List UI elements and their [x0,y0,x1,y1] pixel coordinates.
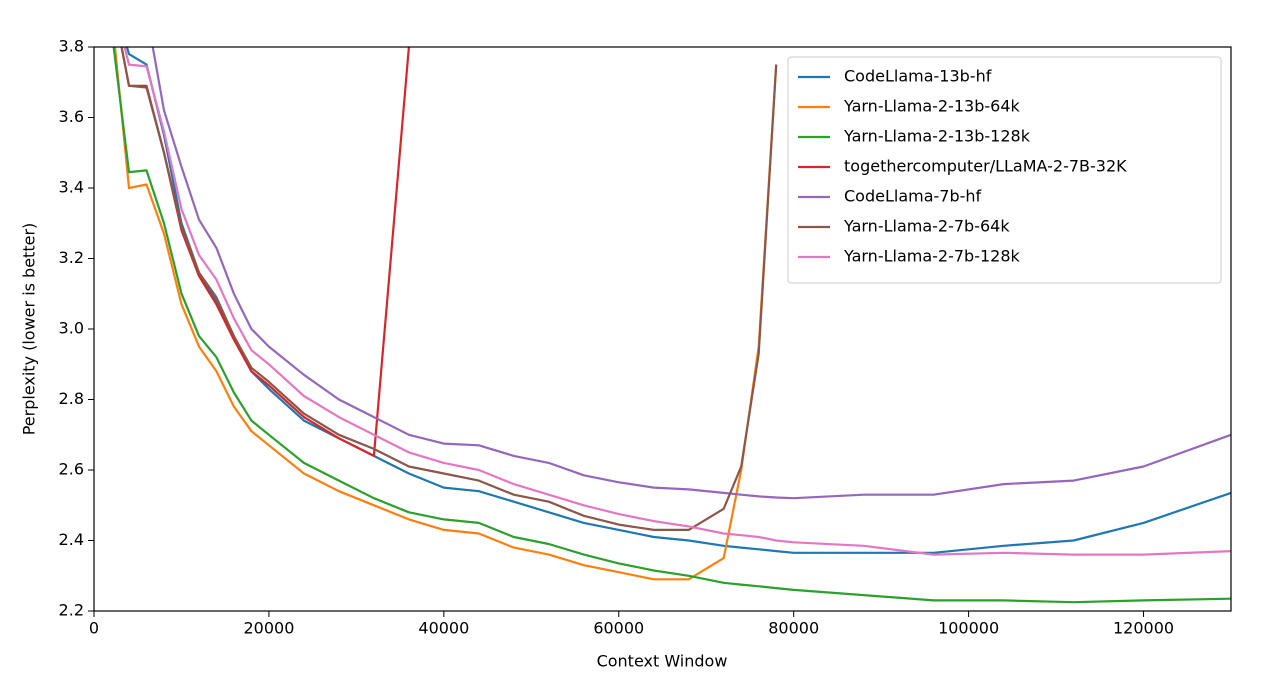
plot-area [112,47,1231,604]
y-tick-label: 3.2 [59,248,84,267]
y-axis-label: Perplexity (lower is better) [20,223,39,436]
x-tick-label: 60000 [593,619,644,638]
y-tick-label: 2.2 [59,601,84,620]
y-tick-label: 3.6 [59,107,84,126]
y-tick-label: 2.6 [59,460,84,479]
series-line [151,47,1231,500]
legend-label: Yarn-Llama-2-13b-128k [843,127,1031,146]
legend-label: Yarn-Llama-2-7b-128k [843,247,1021,266]
legend-label: CodeLlama-7b-hf [844,187,982,206]
x-tick-label: 100000 [938,619,999,638]
x-axis-label: Context Window [597,652,728,671]
x-tick-label: 0 [89,619,99,638]
x-tick-label: 120000 [1113,619,1174,638]
series-line [123,47,1231,556]
series-line [113,47,778,581]
legend-label: CodeLlama-13b-hf [844,67,992,86]
series-line [112,47,1231,604]
y-tick-label: 2.4 [59,530,84,549]
y-tick-label: 3.8 [59,37,84,56]
x-tick-label: 20000 [243,619,294,638]
y-tick-label: 3.0 [59,319,84,338]
legend: CodeLlama-13b-hf Yarn-Llama-2-13b-64k Yarn… [787,56,1222,284]
y-tick-label: 3.4 [59,178,84,197]
x-tick-label: 40000 [418,619,469,638]
legend-label: Yarn-Llama-2-7b-64k [843,217,1010,236]
y-tick-label: 2.8 [59,389,84,408]
legend-label: togethercomputer/LLaMA-2-7B-32K [844,157,1127,176]
x-tick-label: 80000 [768,619,819,638]
legend-label: Yarn-Llama-2-13b-64k [843,97,1021,116]
legend-box [787,56,1222,284]
series-line [120,47,778,531]
